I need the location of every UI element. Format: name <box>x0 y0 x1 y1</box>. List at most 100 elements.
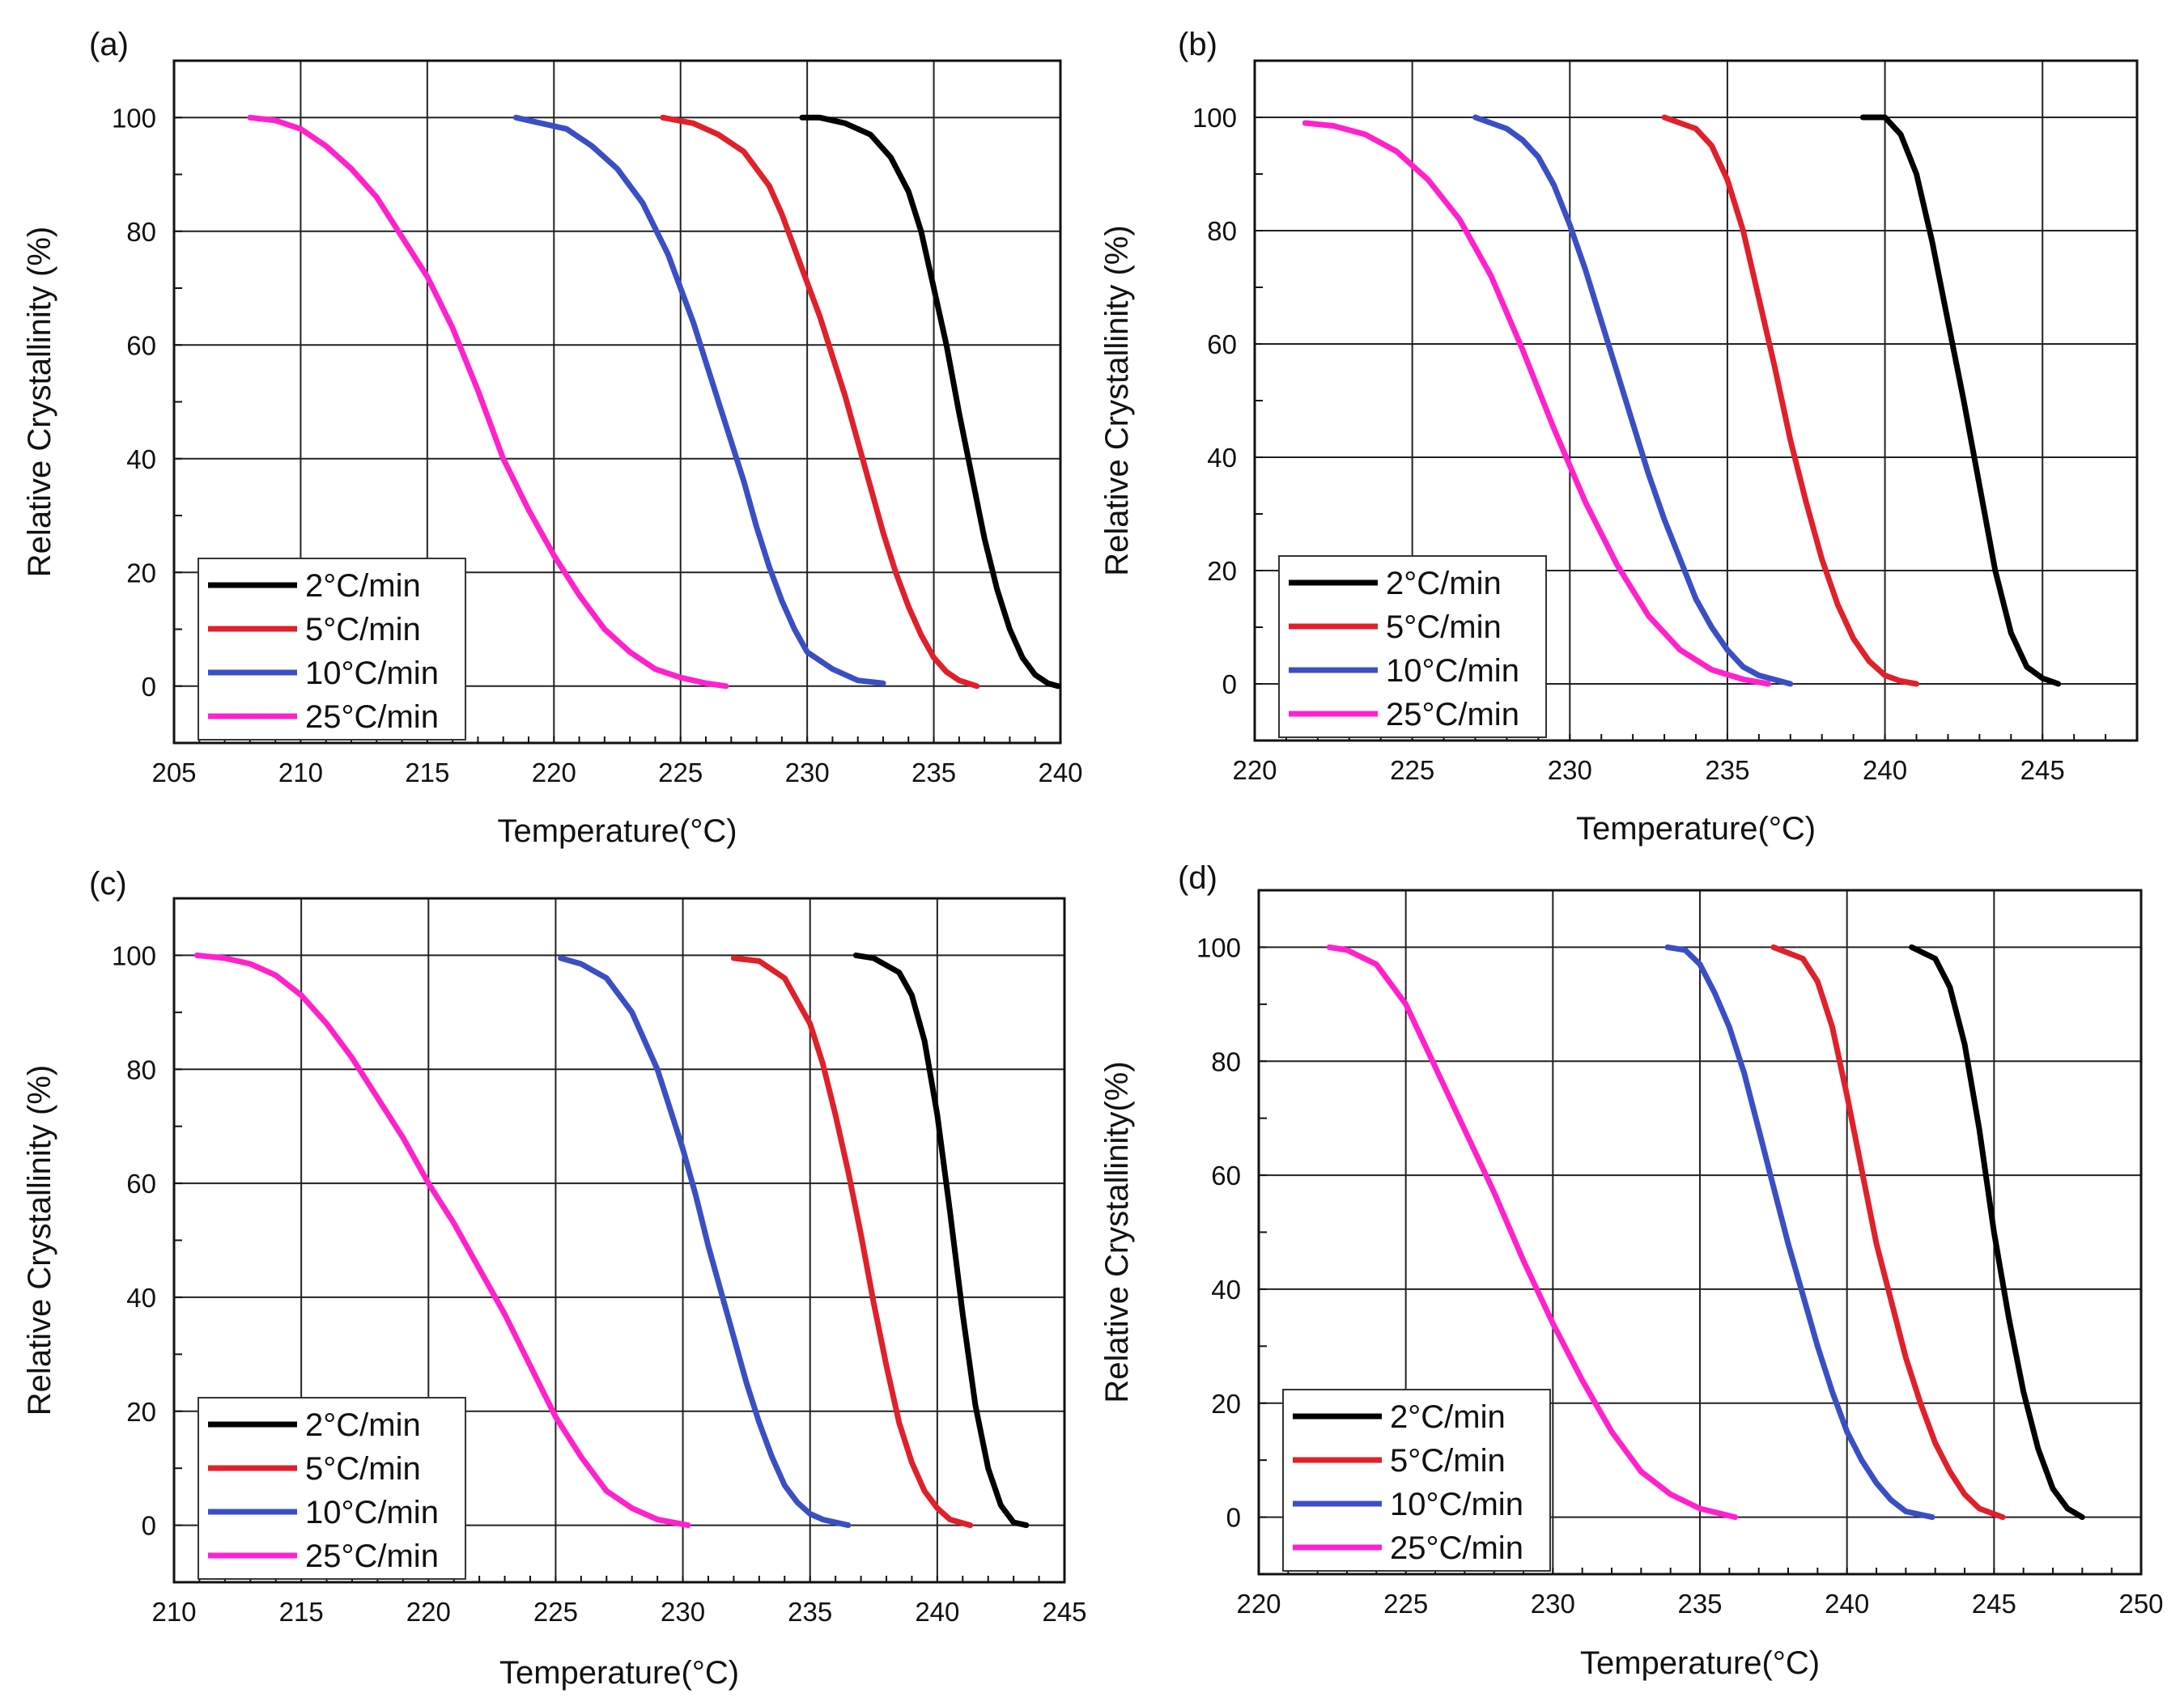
x-axis-title: Temperature(°C) <box>1580 1645 1820 1681</box>
legend-entry: 10°C/min <box>1390 1487 1523 1522</box>
x-tick-label: 230 <box>785 758 830 787</box>
series-line-2cmin <box>1859 114 2062 687</box>
series-line-2cmin <box>799 114 1061 690</box>
y-tick-label: 0 <box>142 1511 156 1541</box>
series-line-10cmin <box>512 114 886 686</box>
x-tick-label: 220 <box>1232 755 1277 785</box>
x-tick-label: 235 <box>1677 1589 1722 1619</box>
x-axis-title: Temperature(°C) <box>1576 811 1816 847</box>
y-tick-label: 40 <box>126 444 156 474</box>
x-tick-label: 225 <box>1383 1589 1428 1619</box>
x-tick-label: 240 <box>915 1597 959 1627</box>
y-axis-title: Relative Crystallinity (%) <box>1099 225 1135 575</box>
y-tick-label: 40 <box>126 1283 156 1313</box>
legend-entry: 5°C/min <box>1390 1443 1506 1479</box>
chart-panel-b: (b) 220 225 230 235 240 245 0 20 40 60 80 100 Tempera… <box>1099 27 2139 847</box>
y-tick-label: 80 <box>126 1055 156 1084</box>
x-tick-label: 235 <box>911 758 956 787</box>
legend-entry: 2°C/min <box>305 568 421 604</box>
y-tick-label: 80 <box>1211 1046 1241 1076</box>
series-line-25cmin <box>247 114 729 690</box>
legend: 2°C/min 5°C/min 10°C/min 25°C/min <box>1278 555 1547 738</box>
x-tick-label: 225 <box>658 758 703 787</box>
x-tick-label: 215 <box>279 1597 324 1627</box>
x-tick-label: 245 <box>1972 1589 2016 1619</box>
x-tick-label: 225 <box>533 1597 578 1627</box>
y-axis-title: Relative Crystallinity (%) <box>22 1065 57 1416</box>
x-tick-label: 210 <box>151 1597 196 1627</box>
legend-entry: 2°C/min <box>1386 566 1502 601</box>
series-line-25cmin <box>1302 120 1771 687</box>
y-tick-label: 80 <box>126 217 156 247</box>
panel-label: (d) <box>1178 860 1217 896</box>
x-tick-label: 230 <box>1531 1589 1575 1619</box>
legend-entry: 5°C/min <box>305 1451 421 1487</box>
x-tick-label: 245 <box>2020 755 2065 785</box>
legend-entry: 10°C/min <box>305 656 439 691</box>
legend-entry: 5°C/min <box>305 612 421 647</box>
x-axis-title: Temperature(°C) <box>499 1655 739 1691</box>
legend-entry: 25°C/min <box>1390 1530 1523 1566</box>
legend-entry: 25°C/min <box>305 1539 439 1574</box>
legend-entry: 25°C/min <box>1386 697 1519 732</box>
series-line-10cmin <box>1664 944 1935 1521</box>
y-tick-label: 60 <box>126 330 156 360</box>
x-tick-label: 240 <box>1863 755 1907 785</box>
series-line-2cmin <box>1909 944 2085 1521</box>
chart-panel-c: (c) 210 215 220 225 230 235 240 245 0 20 40 60 80 100 T… <box>22 866 1087 1691</box>
x-tick-label: 235 <box>788 1597 832 1627</box>
x-tick-label: 230 <box>1548 755 1592 785</box>
legend-box <box>1278 555 1547 738</box>
panel-label: (c) <box>89 866 127 902</box>
y-tick-label: 60 <box>1207 329 1237 359</box>
series-line-5cmin <box>660 114 980 690</box>
panel-label: (b) <box>1178 27 1217 62</box>
series-line-5cmin <box>1661 114 1919 687</box>
y-tick-label: 60 <box>1211 1161 1241 1191</box>
y-axis-title: Relative Crystallinity(%) <box>1099 1061 1135 1403</box>
y-tick-label: 40 <box>1211 1275 1241 1305</box>
legend-entry: 2°C/min <box>305 1407 421 1443</box>
x-tick-label: 225 <box>1390 755 1434 785</box>
y-tick-label: 20 <box>126 558 156 588</box>
y-tick-label: 100 <box>112 103 156 133</box>
y-tick-label: 0 <box>1226 1503 1241 1533</box>
y-tick-label: 0 <box>142 672 156 702</box>
y-tick-label: 100 <box>1192 103 1237 133</box>
series-line-2cmin <box>852 952 1030 1529</box>
x-tick-label: 245 <box>1042 1597 1086 1627</box>
y-tick-label: 20 <box>126 1397 156 1427</box>
y-tick-label: 20 <box>1211 1389 1241 1419</box>
x-tick-label: 205 <box>151 758 196 787</box>
y-tick-label: 100 <box>112 940 156 970</box>
legend-box <box>198 1397 466 1580</box>
series-line-5cmin <box>1770 944 2006 1521</box>
legend-entry: 10°C/min <box>1386 653 1519 689</box>
legend-entry: 2°C/min <box>1390 1399 1506 1435</box>
x-tick-label: 220 <box>1236 1589 1281 1619</box>
x-tick-label: 235 <box>1705 755 1749 785</box>
legend-box <box>198 558 466 741</box>
x-tick-label: 220 <box>532 758 576 787</box>
x-tick-label: 210 <box>278 758 323 787</box>
x-axis-title: Temperature(°C) <box>497 813 737 849</box>
panel-label: (a) <box>89 27 129 62</box>
y-tick-label: 40 <box>1207 443 1237 473</box>
legend: 2°C/min 5°C/min 10°C/min 25°C/min <box>198 558 466 741</box>
y-tick-label: 0 <box>1222 669 1237 699</box>
x-tick-label: 215 <box>405 758 449 787</box>
legend: 2°C/min 5°C/min 10°C/min 25°C/min <box>198 1397 466 1580</box>
y-tick-label: 60 <box>126 1169 156 1199</box>
series-line-5cmin <box>730 955 974 1529</box>
y-tick-label: 80 <box>1207 216 1237 246</box>
chart-panel-a: (a) 205 210 215 220 225 230 235 240 0 20 40 60 80 100 T… <box>22 27 1083 849</box>
legend-entry: 10°C/min <box>305 1495 439 1530</box>
x-tick-label: 220 <box>406 1597 451 1627</box>
series-line-10cmin <box>1472 114 1794 687</box>
x-tick-label: 240 <box>1038 758 1082 787</box>
x-tick-label: 240 <box>1825 1589 1869 1619</box>
x-tick-label: 230 <box>661 1597 705 1627</box>
series-line-25cmin <box>1326 944 1739 1521</box>
legend-entry: 5°C/min <box>1386 609 1502 645</box>
